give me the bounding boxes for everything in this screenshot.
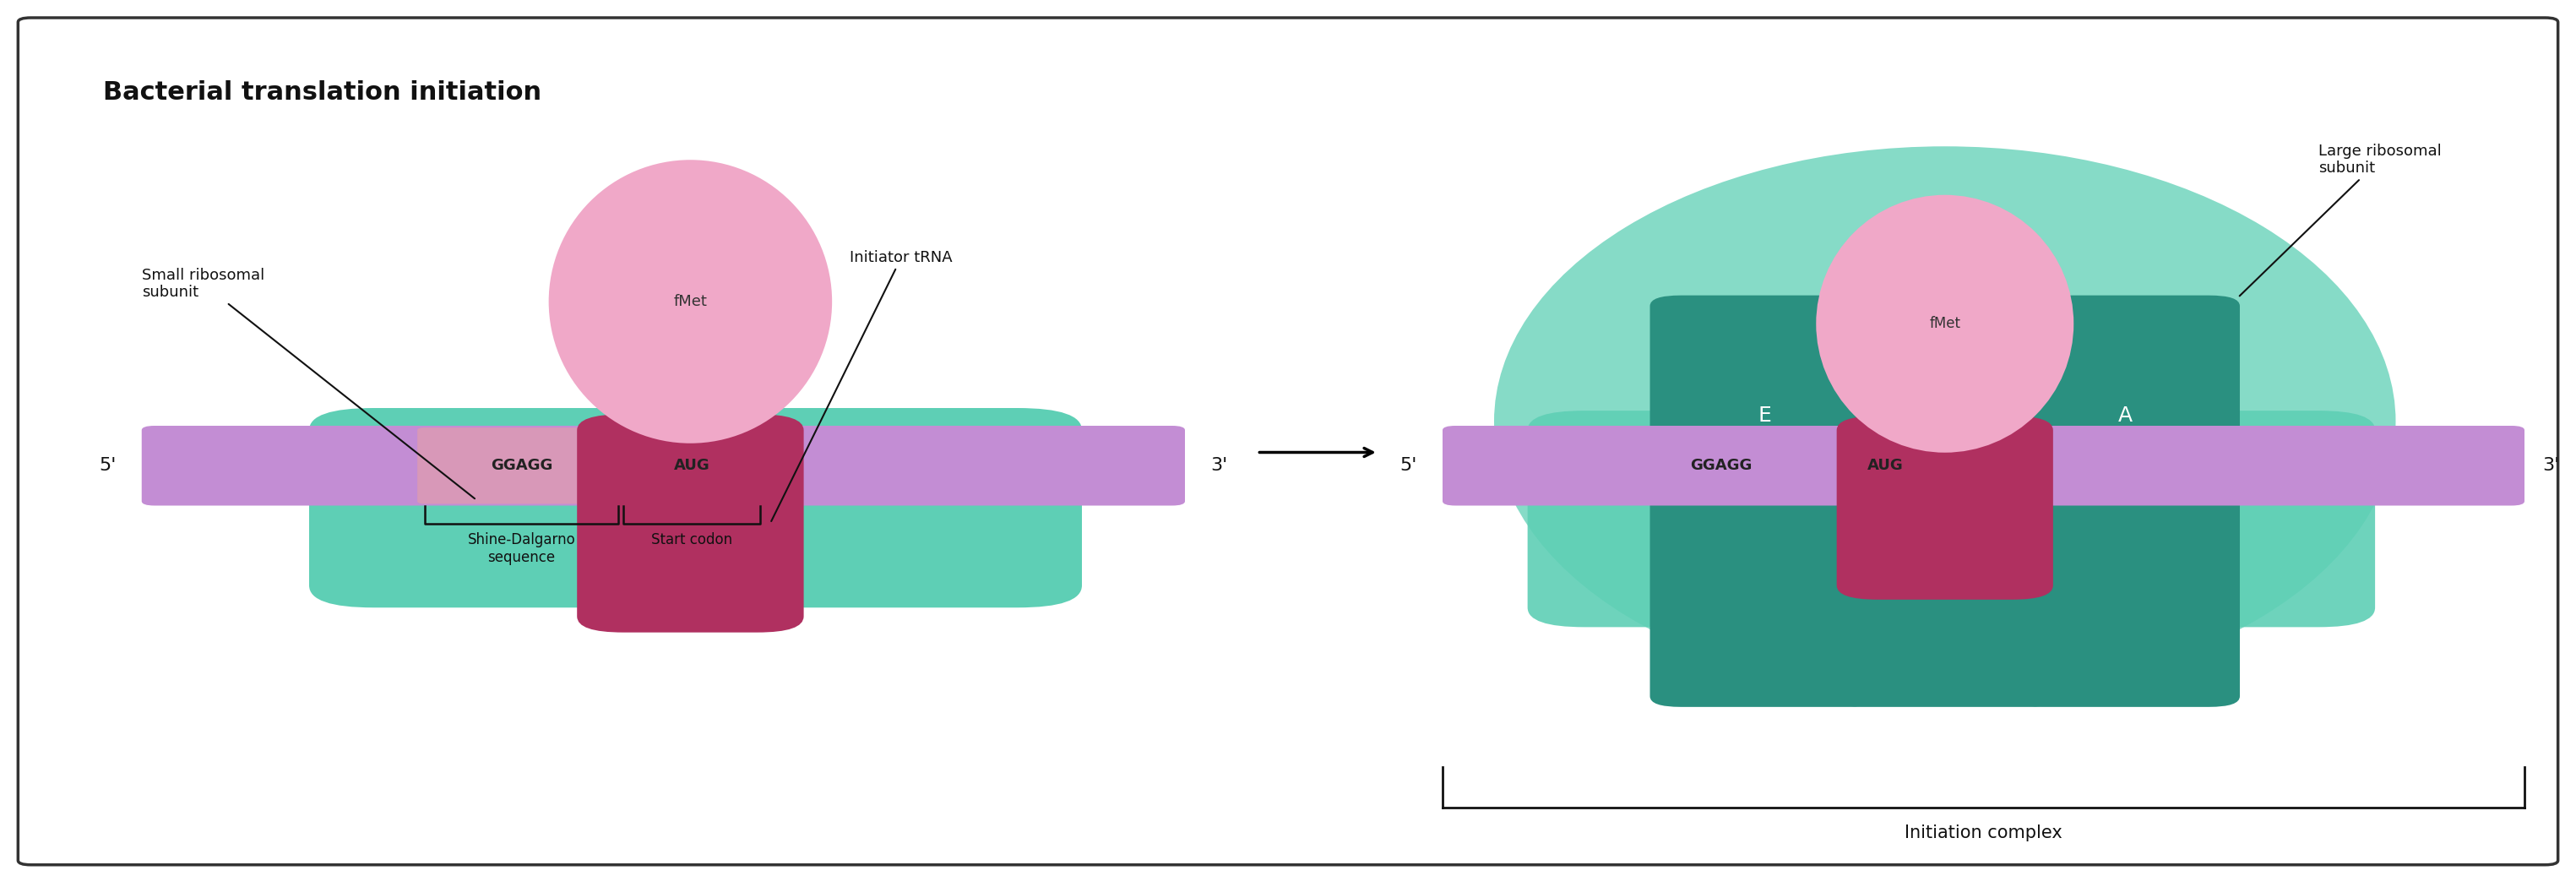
Text: UAC: UAC bbox=[672, 411, 708, 426]
Text: 3': 3' bbox=[1211, 457, 1229, 475]
Text: Large ribosomal
subunit: Large ribosomal subunit bbox=[2239, 144, 2442, 296]
FancyBboxPatch shape bbox=[1837, 416, 2053, 600]
FancyBboxPatch shape bbox=[142, 426, 1185, 506]
Text: Shine-Dalgarno
sequence: Shine-Dalgarno sequence bbox=[469, 532, 574, 565]
Text: Start codon: Start codon bbox=[652, 532, 732, 547]
Text: Initiator tRNA: Initiator tRNA bbox=[770, 249, 953, 522]
Text: AUG: AUG bbox=[1868, 458, 1904, 474]
Ellipse shape bbox=[1494, 146, 2396, 696]
FancyBboxPatch shape bbox=[1829, 295, 2061, 707]
Text: 5': 5' bbox=[1399, 457, 1417, 475]
Text: P: P bbox=[1940, 397, 1950, 418]
FancyBboxPatch shape bbox=[1528, 411, 2375, 627]
Text: 3': 3' bbox=[2543, 457, 2561, 475]
FancyBboxPatch shape bbox=[18, 18, 2558, 865]
Text: Small ribosomal
subunit: Small ribosomal subunit bbox=[142, 268, 474, 498]
FancyBboxPatch shape bbox=[1443, 426, 2524, 506]
Text: fMet: fMet bbox=[1929, 316, 1960, 332]
Ellipse shape bbox=[1816, 195, 2074, 452]
Text: Initiation complex: Initiation complex bbox=[1904, 825, 2063, 842]
Text: GGAGG: GGAGG bbox=[1690, 458, 1752, 474]
Ellipse shape bbox=[549, 160, 832, 444]
Text: Bacterial translation initiation: Bacterial translation initiation bbox=[103, 80, 541, 105]
Text: fMet: fMet bbox=[672, 294, 708, 310]
Text: P: P bbox=[1940, 397, 1950, 418]
Text: 5': 5' bbox=[98, 457, 116, 475]
FancyBboxPatch shape bbox=[417, 428, 626, 504]
FancyBboxPatch shape bbox=[2012, 295, 2239, 707]
Text: A: A bbox=[2117, 405, 2133, 426]
Text: GGAGG: GGAGG bbox=[489, 458, 554, 474]
FancyBboxPatch shape bbox=[1651, 295, 1878, 707]
Text: AUG: AUG bbox=[672, 458, 711, 474]
Text: UAC: UAC bbox=[1929, 411, 1960, 426]
FancyBboxPatch shape bbox=[577, 414, 804, 632]
FancyBboxPatch shape bbox=[616, 428, 768, 504]
FancyBboxPatch shape bbox=[309, 408, 1082, 608]
Text: E: E bbox=[1757, 405, 1772, 426]
